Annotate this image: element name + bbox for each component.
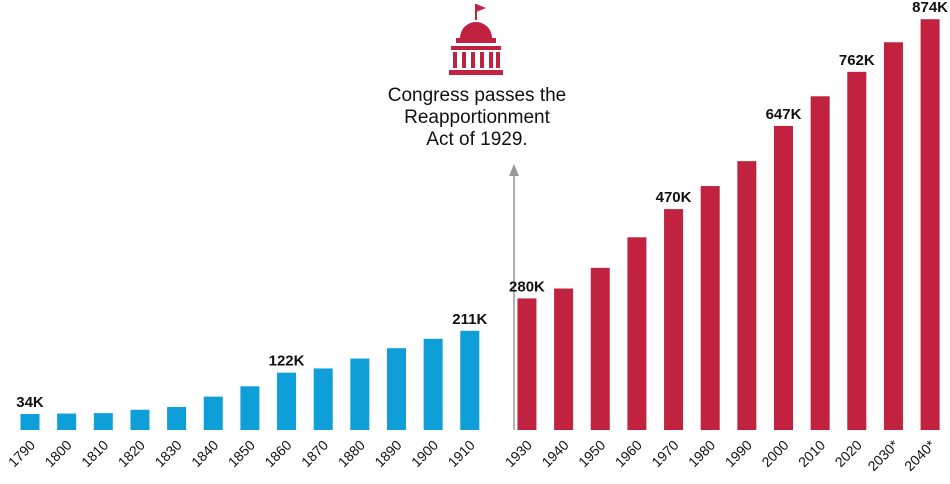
x-tick-label: 1890: [371, 437, 404, 470]
x-tick-label: 2010: [795, 437, 828, 470]
x-tick-label: 1980: [685, 437, 718, 470]
bar: [883, 42, 903, 430]
bar: [700, 186, 720, 430]
x-tick-label: 2020: [832, 437, 865, 470]
arrow-head: [509, 164, 519, 176]
x-tick-label: 1880: [335, 437, 368, 470]
bar: [920, 19, 940, 430]
bar: [57, 413, 77, 430]
value-label: 874K: [912, 0, 948, 16]
bar: [847, 71, 867, 431]
x-tick-label: 2030*: [864, 436, 902, 474]
bar: [240, 386, 260, 430]
capitol-icon: [449, 4, 503, 75]
x-tick-label: 1910: [445, 437, 478, 470]
bar: [93, 413, 113, 430]
value-label: 470K: [656, 189, 692, 206]
bar: [350, 358, 370, 430]
x-tick-label: 1840: [188, 437, 221, 470]
x-tick-label: 1830: [151, 437, 184, 470]
x-tick-label: 1820: [115, 437, 148, 470]
bar: [203, 396, 223, 430]
annotation-text: Reapportionment: [404, 107, 550, 128]
x-tick-label: 1990: [722, 437, 755, 470]
bar: [423, 338, 443, 430]
bar: [277, 372, 297, 430]
bar: [130, 409, 150, 430]
bar: [460, 330, 480, 430]
x-tick-label: 1930: [502, 437, 535, 470]
value-label: 34K: [16, 394, 44, 411]
bar: [627, 237, 647, 430]
bar: [774, 125, 793, 430]
bar: [664, 209, 684, 430]
value-label: 762K: [839, 52, 875, 69]
value-label: 122K: [269, 353, 305, 370]
x-tick-label: 1850: [225, 437, 258, 470]
bar: [387, 348, 406, 430]
bar: [20, 414, 40, 430]
x-tick-label: 1900: [408, 437, 441, 470]
value-label: 280K: [509, 278, 545, 295]
x-tick-label: 1860: [261, 437, 294, 470]
bar: [590, 267, 610, 430]
bar: [167, 406, 187, 430]
bar: [517, 298, 537, 430]
bar: [737, 161, 757, 430]
annotation-text: Congress passes the: [388, 85, 567, 106]
x-tick-label: 2000: [758, 437, 791, 470]
x-tick-label: 1940: [538, 437, 571, 470]
x-tick-label: 1790: [5, 437, 38, 470]
x-tick-label: 1960: [612, 437, 645, 470]
bar: [810, 96, 830, 431]
annotation-text: Act of 1929.: [426, 129, 527, 150]
x-tick-label: 1870: [298, 437, 331, 470]
x-tick-label: 1950: [575, 437, 608, 470]
x-tick-label: 1970: [648, 437, 681, 470]
value-label: 647K: [766, 106, 802, 123]
x-tick-label: 2040*: [901, 436, 939, 474]
x-tick-label: 1810: [78, 437, 111, 470]
bar: [313, 368, 333, 430]
value-label: 211K: [452, 311, 487, 328]
x-tick-label: 1800: [41, 437, 74, 470]
bar: [554, 288, 574, 430]
